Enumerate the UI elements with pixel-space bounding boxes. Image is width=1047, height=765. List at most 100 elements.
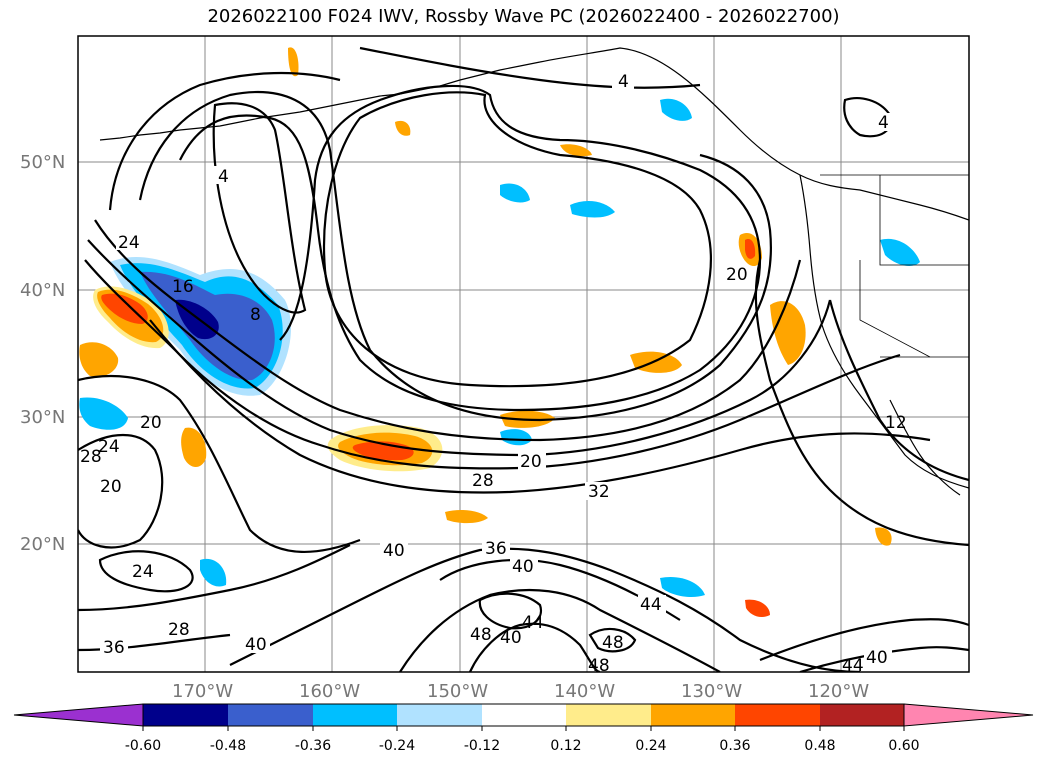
contour-label: 28: [80, 447, 102, 467]
contour-label: 40: [245, 635, 267, 655]
contour-36-a: [78, 374, 361, 553]
contour-44-b: [799, 646, 969, 672]
contour-28-b: [78, 544, 351, 612]
contour-48-b: [588, 627, 637, 653]
colorbar-bin: [735, 704, 820, 726]
anomaly-positive-sw: [79, 342, 119, 377]
colorbar-extend-high: [903, 703, 1034, 727]
colorbar-bin: [651, 704, 735, 726]
contour-24-a: [87, 239, 832, 457]
contour-label: 12: [885, 413, 907, 433]
anomaly-negative-east-jet: [500, 429, 532, 446]
contour-24-b: [98, 550, 194, 593]
contour-4-west: [212, 102, 307, 314]
coastlines: [99, 47, 969, 496]
anomaly-negative-north-3: [660, 98, 692, 121]
colorbar-bin: [566, 704, 651, 726]
colorbar-bin: [228, 704, 313, 726]
lon-label-140w: 140°W: [554, 681, 615, 702]
colorbar-bin: [313, 704, 397, 726]
contour-16: [108, 71, 341, 211]
contour-label: 36: [103, 638, 125, 658]
anomaly-positive-south-2: [745, 599, 770, 618]
contour-label: 4: [618, 72, 629, 92]
colorbar-tick-label: 0.48: [804, 738, 835, 754]
colorbar-tick-label: 0.36: [719, 738, 750, 754]
coast-baja: [889, 399, 961, 496]
lat-label-50n: 50°N: [20, 152, 65, 173]
contour-40-b: [478, 592, 543, 630]
anomaly-positive-south-1: [445, 510, 488, 524]
colorbar-tick-label: -0.24: [379, 738, 415, 754]
lat-label-20n: 20°N: [20, 534, 65, 555]
contour-label: 20: [100, 477, 122, 497]
colorbar-tick-label: -0.48: [210, 738, 246, 754]
contour-label: 16: [172, 277, 194, 297]
colorbar-tick-label: -0.60: [125, 738, 161, 754]
lon-label-130w: 130°W: [681, 681, 742, 702]
gridlines: [78, 36, 969, 672]
anomaly-negative-north-2: [570, 200, 615, 218]
lon-labels: 170°W 160°W 150°W 140°W 130°W 120°W: [172, 681, 869, 702]
colorbar-tick-label: 0.12: [550, 738, 581, 754]
colorbar-tick-label: -0.12: [464, 738, 500, 754]
contour-label: 20: [726, 265, 748, 285]
contour-label: 40: [512, 557, 534, 577]
contour-label: 40: [500, 628, 522, 648]
anomaly-positive-se: [875, 527, 892, 546]
contour-label: 20: [520, 452, 542, 472]
contour-label: 4: [878, 113, 889, 133]
contour-label: 48: [602, 633, 624, 653]
lat-label-40n: 40°N: [20, 280, 65, 301]
contour-label: 4: [218, 167, 229, 187]
colorbar-bin: [143, 704, 228, 726]
anomaly-positive-sw-2: [181, 427, 207, 467]
colorbar-bin: [820, 704, 904, 726]
anomaly-negative-ne: [880, 238, 920, 266]
lon-label-120w: 120°W: [808, 681, 869, 702]
iwv-contours: [78, 46, 969, 672]
lon-label-150w: 150°W: [427, 681, 488, 702]
contour-40-a: [229, 547, 861, 672]
contour-4-north: [322, 91, 712, 388]
contour-20-b: [78, 433, 164, 549]
contour-label: 24: [132, 562, 154, 582]
contour-36-b: [78, 633, 231, 652]
contour-40-c: [759, 618, 969, 662]
coast-west-na: [799, 174, 969, 489]
contour-label: 44: [640, 595, 662, 615]
contour-coast-20: [754, 259, 969, 547]
contour-label: 24: [118, 233, 140, 253]
contour-label: 40: [866, 648, 888, 668]
contour-coast-12: [828, 299, 969, 482]
contour-20-a: [94, 219, 802, 442]
contour-label: 48: [588, 656, 610, 676]
contour-48-a: [468, 622, 601, 672]
colorbar-bin: [397, 704, 482, 726]
contour-label: 32: [588, 482, 610, 502]
contour-label: 24: [98, 437, 120, 457]
border-state-1: [879, 175, 969, 266]
anomaly-positive-coast: [770, 301, 806, 365]
colorbar-tick-label: -0.36: [295, 738, 331, 754]
colorbar-bin: [482, 704, 566, 726]
coast-alaska: [539, 47, 969, 221]
anomaly-positive-n: [395, 120, 411, 136]
contour-label: 28: [168, 620, 190, 640]
coast-aleutians: [99, 61, 541, 141]
colorbar-tick-label: 0.60: [888, 738, 919, 754]
map-area: 4 4 4 24 16 8 20 28 24 20 20 28 32 40 36…: [78, 36, 969, 676]
lat-labels: 50°N 40°N 30°N 20°N: [20, 152, 65, 555]
anomaly-positive-mid: [630, 351, 682, 373]
contour-label: 28: [472, 471, 494, 491]
anomaly-negative-north-1: [500, 183, 530, 203]
anomaly-negative-sw: [79, 397, 128, 430]
contour-label: 36: [485, 539, 507, 559]
contour-label: 44: [522, 613, 544, 633]
map-title: 2026022100 F024 IWV, Rossby Wave PC (202…: [207, 6, 840, 27]
contour-north-edge: [359, 46, 701, 89]
colorbar-extend-low: [13, 703, 144, 727]
map-frame: [77, 35, 970, 673]
anomaly-positive-west-3: [101, 293, 148, 324]
contour-8: [179, 84, 762, 412]
